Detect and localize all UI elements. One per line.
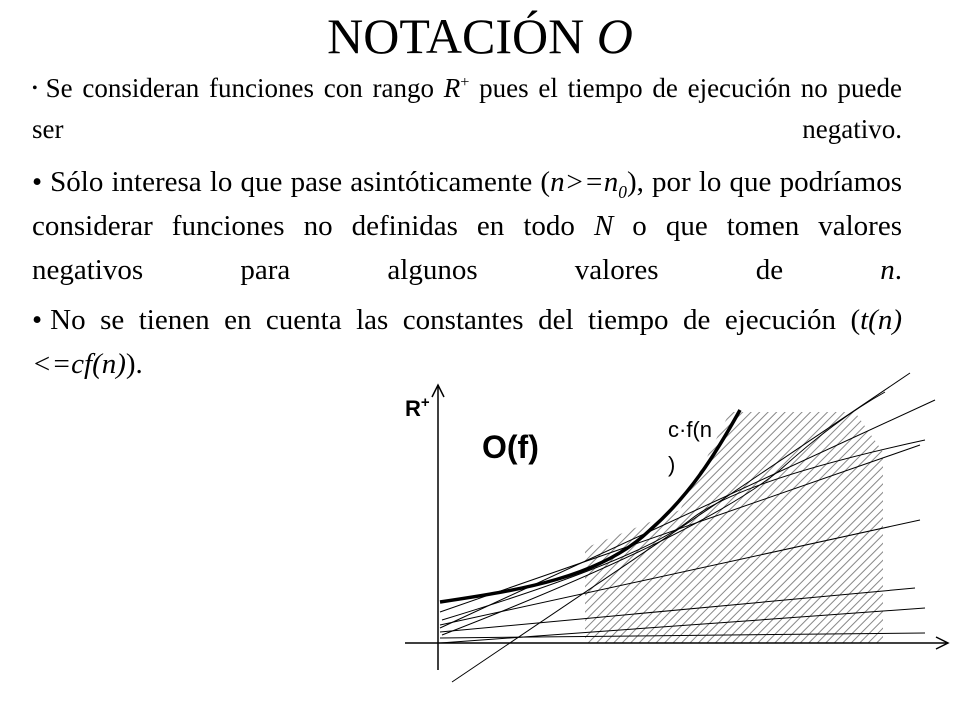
bullet-text: pues el tiempo de ejecución no puede ser… <box>32 73 902 144</box>
bullet-asymptotic: • Sólo interesa lo que pase asintóticamen… <box>32 160 902 292</box>
bullet-range: • Se consideran funciones con rango R+ pu… <box>32 68 902 149</box>
bullet-text: Se consideran funciones con rango <box>45 73 444 103</box>
function-line <box>439 519 921 626</box>
bullet-text: No se tienen en cuenta las constantes de… <box>50 304 861 336</box>
function-line <box>451 372 911 683</box>
set-label: O(f) <box>482 429 539 465</box>
bullet-text: o que tomen valores negativos para algun… <box>32 210 903 286</box>
x-axis-arrow <box>935 636 950 650</box>
function-line <box>439 632 926 639</box>
svg-text:R+: R+ <box>405 394 430 421</box>
sample-functions <box>439 372 936 683</box>
function-curve <box>441 439 926 621</box>
axes <box>405 383 950 670</box>
title-text: NOTACIÓN <box>327 8 585 64</box>
bullet-dot: • <box>32 304 43 336</box>
naturals-symbol: N <box>593 210 614 242</box>
bullet-text: ), por lo que podríamos considerar funci… <box>32 166 903 242</box>
range-symbol: R <box>443 73 461 103</box>
curve-label-continued: ) <box>668 452 675 477</box>
n-symbol: n <box>880 254 895 286</box>
condition-expression: n>=n <box>550 166 619 198</box>
page-title: NOTACIÓN O <box>0 6 960 66</box>
function-line <box>439 399 936 629</box>
cf-curve <box>439 409 742 604</box>
bound-expression: t(n)<=cf(n) <box>32 304 902 380</box>
bullet-text: Sólo interesa lo que pase asintóticament… <box>50 166 551 198</box>
y-axis-label-sup: + <box>421 394 430 411</box>
bullet-dot: • <box>32 80 38 97</box>
y-axis-arrow <box>431 383 445 398</box>
y-axis-label: R <box>405 396 421 421</box>
bullet-constants: • No se tienen en cuenta las constantes d… <box>32 298 902 386</box>
range-sup: + <box>460 73 470 91</box>
function-line <box>439 587 916 633</box>
title-italic-letter: O <box>596 8 633 64</box>
bullet-text: . <box>894 254 902 286</box>
curve-label: c·f(n <box>668 417 712 442</box>
function-curve <box>441 391 886 636</box>
hatched-region <box>585 412 883 643</box>
bullet-dot: • <box>32 166 43 198</box>
condition-subscript: 0 <box>618 181 627 202</box>
bullet-text: ). <box>125 348 143 380</box>
